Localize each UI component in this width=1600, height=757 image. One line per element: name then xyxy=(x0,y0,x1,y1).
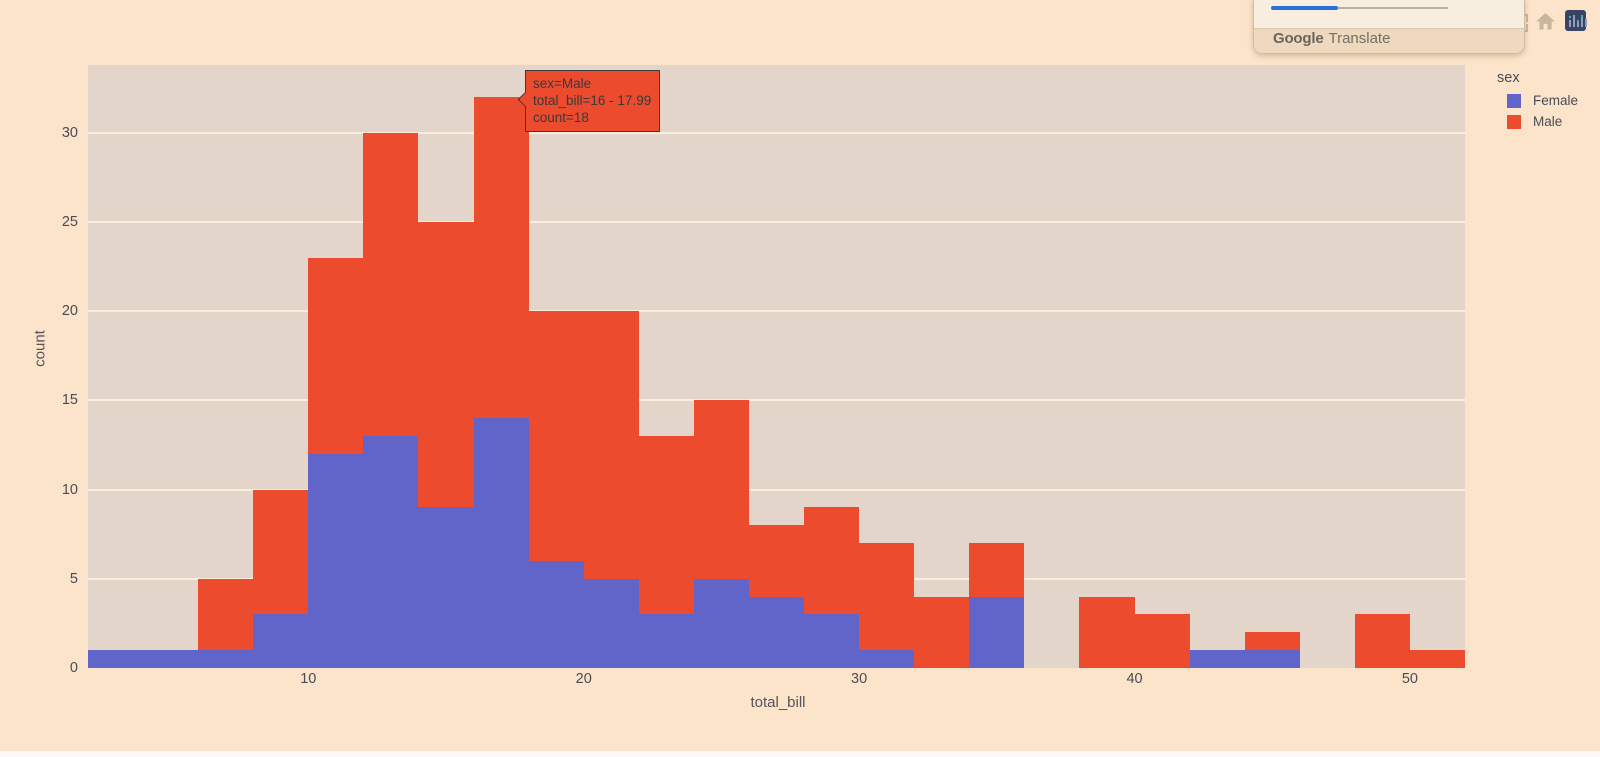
bar-segment-female[interactable] xyxy=(638,614,694,668)
x-tick-30: 30 xyxy=(851,671,868,687)
bar-segment-female[interactable] xyxy=(143,650,199,668)
bar-segment-male[interactable] xyxy=(748,525,805,597)
gridline-y-10 xyxy=(88,488,1465,491)
progress-bar-filled xyxy=(1271,6,1338,10)
bar-segment-female[interactable] xyxy=(253,614,309,668)
bar-segment-male[interactable] xyxy=(198,578,254,651)
bar-segment-female[interactable] xyxy=(804,614,860,668)
reset-axes-home-icon[interactable] xyxy=(1536,13,1555,30)
bar-segment-female[interactable] xyxy=(583,578,639,668)
x-tick-40: 40 xyxy=(1126,671,1143,687)
tooltip-line-count: count=18 xyxy=(533,110,589,125)
bar-segment-male[interactable] xyxy=(693,400,749,579)
plotly-logo-icon[interactable] xyxy=(1565,10,1587,31)
legend-title: sex xyxy=(1497,70,1520,86)
gridline-y-25 xyxy=(88,221,1465,223)
bar-segment-female[interactable] xyxy=(363,436,419,668)
y-tick-0: 0 xyxy=(69,660,78,676)
bar-segment-male[interactable] xyxy=(969,543,1025,597)
legend-label-female: Female xyxy=(1533,93,1579,108)
bar-segment-female[interactable] xyxy=(473,418,529,668)
progress-bar-track xyxy=(1338,7,1448,9)
bar-segment-male[interactable] xyxy=(1134,614,1190,668)
google-translate-label: Google Translate xyxy=(1273,30,1390,47)
gridline-y-20 xyxy=(88,310,1465,313)
y-tick-5: 5 xyxy=(69,570,78,587)
y-tick-15: 15 xyxy=(61,392,78,409)
bar-segment-male[interactable] xyxy=(804,507,860,615)
bar-segment-female[interactable] xyxy=(1189,650,1245,668)
x-tick-50: 50 xyxy=(1401,671,1418,687)
gridline-y-30 xyxy=(88,131,1465,134)
x-tick-10: 10 xyxy=(300,671,317,687)
legend-label-male: Male xyxy=(1533,114,1563,129)
y-tick-30: 30 xyxy=(61,124,78,141)
bar-segment-male[interactable] xyxy=(473,97,529,419)
google-translate-popup[interactable]: Google Translate xyxy=(1253,0,1525,54)
bar-segment-male[interactable] xyxy=(1409,650,1465,668)
bar-segment-female[interactable] xyxy=(198,650,254,668)
bottom-strip xyxy=(0,751,1600,757)
bar-segment-male[interactable] xyxy=(914,596,970,668)
female-swatch-icon xyxy=(1507,93,1521,108)
gridline-y-15 xyxy=(88,399,1465,402)
bar-segment-male[interactable] xyxy=(308,257,364,454)
x-tick-20: 20 xyxy=(575,671,592,687)
bar-segment-male[interactable] xyxy=(583,311,639,579)
bar-segment-male[interactable] xyxy=(528,311,584,561)
y-axis-title: count xyxy=(31,330,49,367)
bar-segment-female[interactable] xyxy=(308,453,364,668)
bar-segment-female[interactable] xyxy=(748,596,805,668)
bar-segment-male[interactable] xyxy=(363,132,419,437)
translate-product-text: Translate xyxy=(1328,30,1391,47)
y-tick-20: 20 xyxy=(61,303,78,320)
x-axis-title: total_bill xyxy=(750,694,806,711)
google-brand-text: Google xyxy=(1273,30,1324,47)
legend: sex Female Male xyxy=(1495,70,1595,135)
bar-segment-female[interactable] xyxy=(859,650,915,668)
bar-segment-female[interactable] xyxy=(418,507,474,668)
hover-tooltip: sex=Male total_bill=16 - 17.99 count=18 xyxy=(517,70,661,132)
bar-segment-male[interactable] xyxy=(253,489,309,615)
tooltip-line-bin: total_bill=16 - 17.99 xyxy=(533,93,652,108)
bar-segment-female[interactable] xyxy=(1244,650,1300,668)
bar-segment-male[interactable] xyxy=(418,222,474,508)
bar-segment-female[interactable] xyxy=(693,578,749,668)
bar-segment-male[interactable] xyxy=(1244,632,1300,651)
plot-area[interactable] xyxy=(88,65,1465,668)
legend-item-female[interactable]: Female xyxy=(1507,93,1595,108)
tooltip-line-sex: sex=Male xyxy=(533,76,592,91)
bar-segment-male[interactable] xyxy=(1354,614,1410,668)
translate-progress-section xyxy=(1254,0,1524,29)
translate-label-section xyxy=(1254,29,1524,53)
y-tick-10: 10 xyxy=(61,481,78,498)
bar-segment-female[interactable] xyxy=(88,650,144,668)
male-swatch-icon xyxy=(1507,114,1521,129)
bar-segment-male[interactable] xyxy=(638,436,694,615)
bar-segment-female[interactable] xyxy=(528,560,584,668)
legend-item-male[interactable]: Male xyxy=(1507,114,1595,129)
bar-segment-male[interactable] xyxy=(859,543,915,651)
bar-segment-female[interactable] xyxy=(969,596,1025,668)
y-tick-25: 25 xyxy=(61,213,78,230)
bar-segment-male[interactable] xyxy=(1079,596,1135,668)
